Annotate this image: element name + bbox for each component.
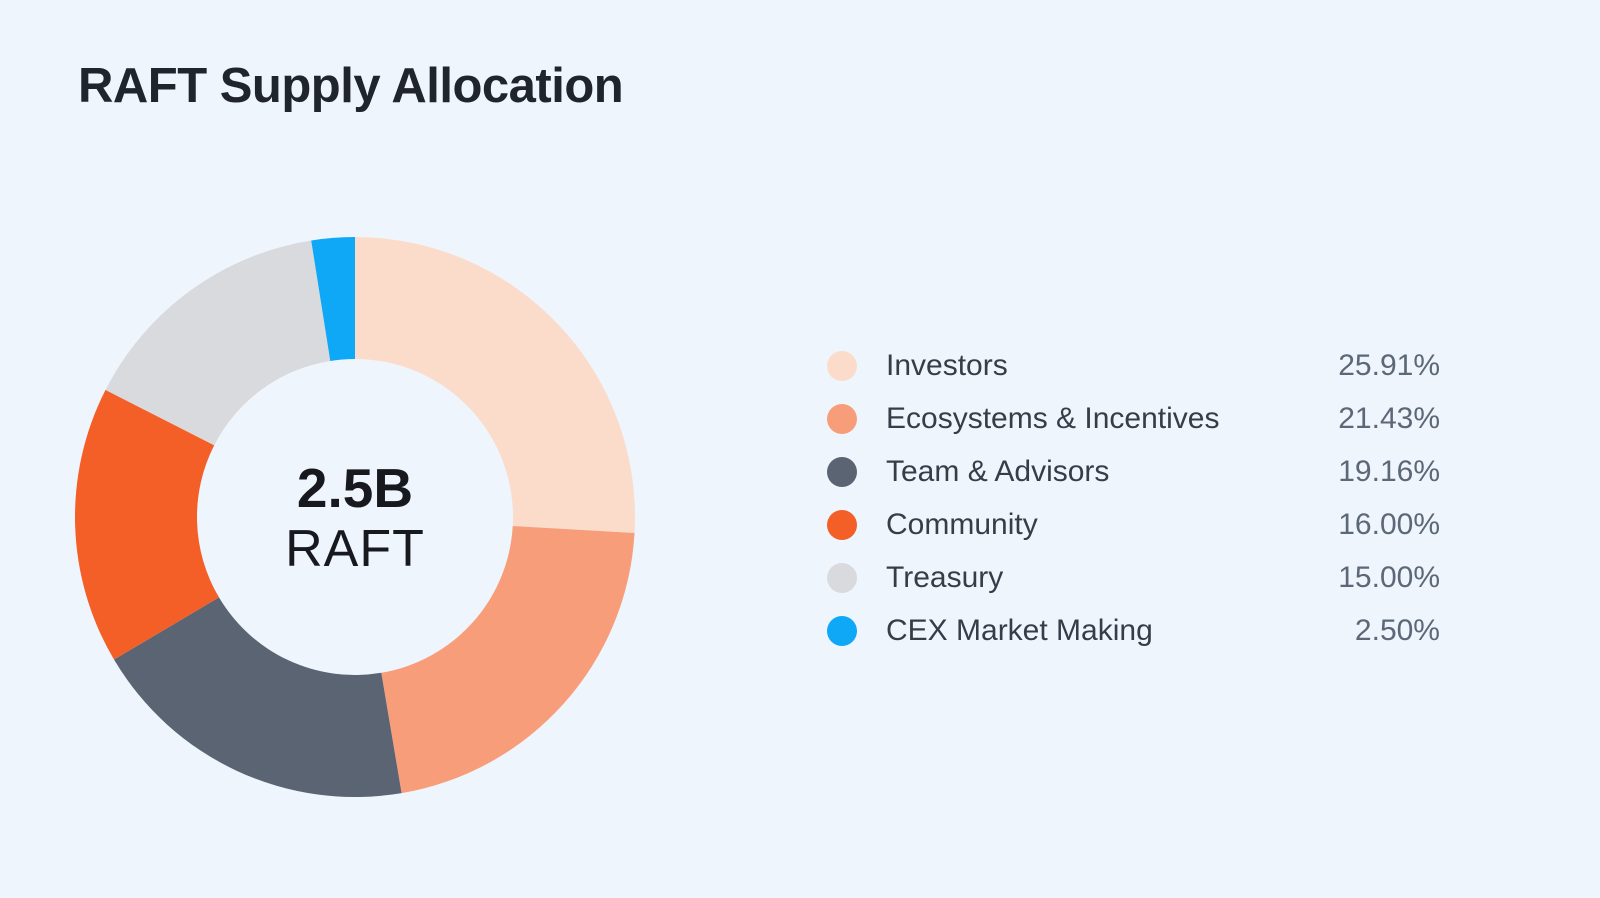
legend-row-cex-market-making: CEX Market Making 2.50% bbox=[827, 604, 1440, 657]
legend-swatch-cex-market-making bbox=[827, 615, 857, 646]
legend-row-ecosystems-incentives: Ecosystems & Incentives 21.43% bbox=[827, 392, 1440, 445]
legend-swatch-investors bbox=[827, 350, 857, 381]
chart-title: RAFT Supply Allocation bbox=[78, 59, 624, 113]
donut-slice-ecosystems-incentives bbox=[381, 526, 635, 794]
legend-value: 25.91% bbox=[1338, 348, 1440, 382]
legend-value: 15.00% bbox=[1338, 560, 1440, 594]
legend-row-community: Community 16.00% bbox=[827, 498, 1440, 551]
legend-swatch-community bbox=[827, 509, 857, 540]
legend-swatch-team-advisors bbox=[827, 456, 857, 487]
legend-label: Ecosystems & Incentives bbox=[886, 401, 1220, 435]
legend-label: CEX Market Making bbox=[886, 613, 1153, 647]
donut-slice-cex-market-making bbox=[311, 237, 355, 361]
donut-slice-investors bbox=[355, 237, 635, 533]
legend-label: Treasury bbox=[886, 560, 1004, 594]
legend-row-investors: Investors 25.91% bbox=[827, 339, 1440, 392]
legend-value: 2.50% bbox=[1354, 613, 1440, 647]
legend-row-team-advisors: Team & Advisors 19.16% bbox=[827, 445, 1440, 498]
donut-slice-team-advisors bbox=[113, 597, 402, 797]
legend: Investors 25.91% Ecosystems & Incentives… bbox=[827, 339, 1440, 657]
legend-value: 19.16% bbox=[1338, 454, 1440, 488]
legend-value: 16.00% bbox=[1338, 507, 1440, 541]
donut-chart: 2.5B RAFT bbox=[75, 237, 635, 797]
legend-swatch-ecosystems-incentives bbox=[827, 403, 857, 434]
donut-slice-community bbox=[75, 389, 219, 660]
legend-row-treasury: Treasury 15.00% bbox=[827, 551, 1440, 604]
legend-value: 21.43% bbox=[1338, 401, 1440, 435]
legend-label: Team & Advisors bbox=[886, 454, 1110, 488]
legend-label: Investors bbox=[886, 348, 1008, 382]
legend-label: Community bbox=[886, 507, 1038, 541]
legend-swatch-treasury bbox=[827, 562, 857, 593]
donut-svg bbox=[75, 237, 635, 797]
donut-slice-treasury bbox=[105, 240, 331, 446]
